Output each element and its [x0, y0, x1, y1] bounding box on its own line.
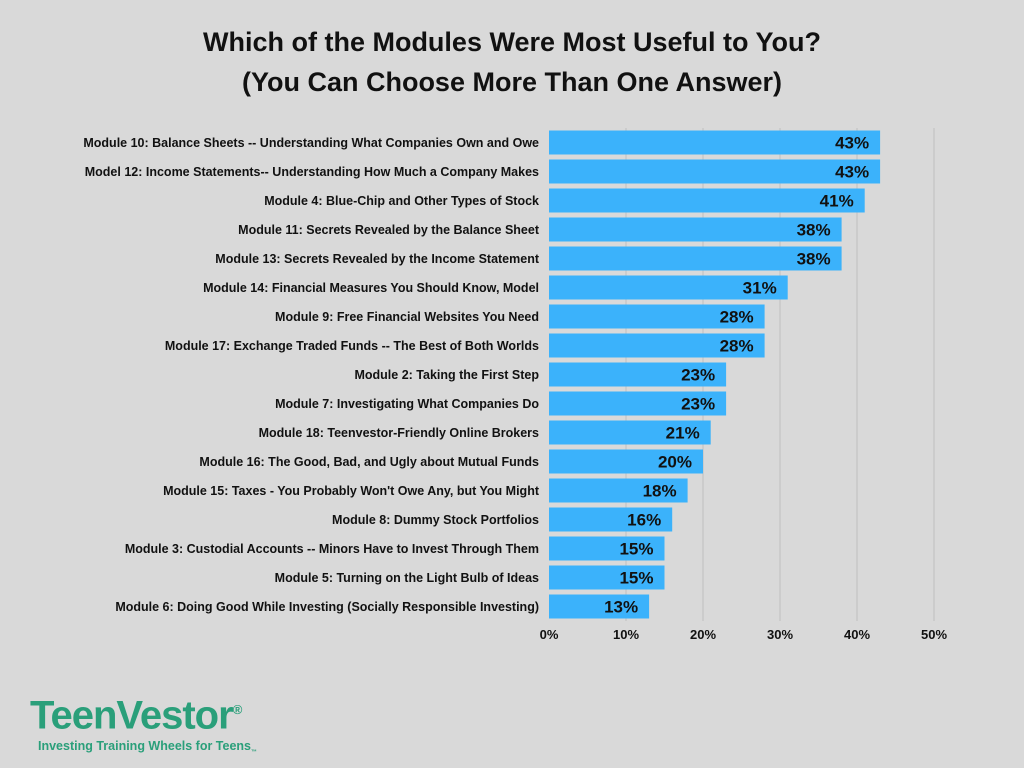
- x-tick-label: 20%: [690, 627, 716, 642]
- x-tick-label: 30%: [767, 627, 793, 642]
- value-label: 23%: [681, 366, 715, 385]
- value-label: 20%: [658, 453, 692, 472]
- category-label: Module 14: Financial Measures You Should…: [203, 281, 539, 295]
- trademark-mark: ™: [251, 749, 258, 756]
- x-tick-label: 50%: [921, 627, 947, 642]
- value-label: 43%: [835, 163, 869, 182]
- category-label: Model 12: Income Statements-- Understand…: [85, 165, 539, 179]
- value-label: 15%: [619, 540, 653, 559]
- chart-title: Which of the Modules Were Most Useful to…: [0, 22, 1024, 102]
- bar: [549, 536, 665, 561]
- x-axis-ticks: 0% 10% 20% 30% 40% 50%: [540, 627, 948, 642]
- chart-title-line-1: Which of the Modules Were Most Useful to…: [202, 27, 821, 57]
- value-label: 41%: [820, 192, 854, 211]
- category-label: Module 13: Secrets Revealed by the Incom…: [215, 252, 540, 266]
- category-label: Module 9: Free Financial Websites You Ne…: [275, 310, 539, 324]
- category-label: Module 17: Exchange Traded Funds -- The …: [165, 339, 539, 353]
- value-label: 28%: [720, 308, 754, 327]
- value-label: 28%: [720, 337, 754, 356]
- value-label: 43%: [835, 134, 869, 153]
- category-labels: Module 10: Balance Sheets -- Understandi…: [83, 136, 539, 614]
- chart-title-line-2: (You Can Choose More Than One Answer): [241, 67, 783, 97]
- category-label: Module 2: Taking the First Step: [354, 368, 539, 382]
- bar: [549, 217, 842, 242]
- bar: [549, 188, 865, 213]
- bar: [549, 362, 727, 387]
- value-label: 38%: [797, 250, 831, 269]
- registered-mark: ®: [232, 702, 243, 717]
- bar: [549, 449, 703, 474]
- category-label: Module 7: Investigating What Companies D…: [275, 397, 539, 411]
- bar: [549, 304, 765, 329]
- bar: [549, 275, 788, 300]
- value-label: 16%: [627, 511, 661, 530]
- category-label: Module 11: Secrets Revealed by the Balan…: [238, 223, 540, 237]
- teenvestor-logo: TeenVestor® Investing Training Wheels fo…: [30, 690, 257, 756]
- category-label: Module 16: The Good, Bad, and Ugly about…: [199, 455, 539, 469]
- x-tick-label: 40%: [844, 627, 870, 642]
- value-label: 18%: [643, 482, 677, 501]
- bar: [549, 420, 711, 445]
- logo-tagline: Investing Training Wheels for Teens™: [38, 739, 257, 756]
- logo-wordmark: TeenVestor®: [30, 690, 257, 735]
- bar: [549, 130, 881, 155]
- bar: [549, 246, 842, 271]
- x-tick-label: 10%: [613, 627, 639, 642]
- value-label: 31%: [743, 279, 777, 298]
- logo-wordmark-text: TeenVestor: [30, 693, 234, 738]
- category-label: Module 3: Custodial Accounts -- Minors H…: [125, 542, 539, 556]
- value-label: 13%: [604, 598, 638, 617]
- bar: [549, 333, 765, 358]
- category-label: Module 15: Taxes - You Probably Won't Ow…: [163, 484, 540, 498]
- category-label: Module 5: Turning on the Light Bulb of I…: [275, 571, 539, 585]
- value-label: 38%: [797, 221, 831, 240]
- value-label: 21%: [666, 424, 700, 443]
- bar: [549, 478, 688, 503]
- bar: [549, 565, 665, 590]
- bar: [549, 391, 727, 416]
- category-label: Module 8: Dummy Stock Portfolios: [332, 513, 539, 527]
- value-labels: 43% 43% 41% 38% 38% 31% 28% 28% 23% 23% 21% 20% 18% 1…: [604, 134, 869, 617]
- value-label: 23%: [681, 395, 715, 414]
- bar: [549, 507, 673, 532]
- logo-tagline-text: Investing Training Wheels for Teens: [38, 739, 252, 754]
- category-label: Module 10: Balance Sheets -- Understandi…: [83, 136, 539, 150]
- bar: [549, 594, 650, 619]
- x-tick-label: 0%: [540, 627, 559, 642]
- value-label: 15%: [619, 569, 653, 588]
- category-label: Module 18: Teenvestor-Friendly Online Br…: [259, 426, 539, 440]
- category-label: Module 4: Blue-Chip and Other Types of S…: [264, 194, 539, 208]
- category-label: Module 6: Doing Good While Investing (So…: [115, 600, 539, 614]
- bars: [549, 130, 881, 619]
- bar: [549, 159, 881, 184]
